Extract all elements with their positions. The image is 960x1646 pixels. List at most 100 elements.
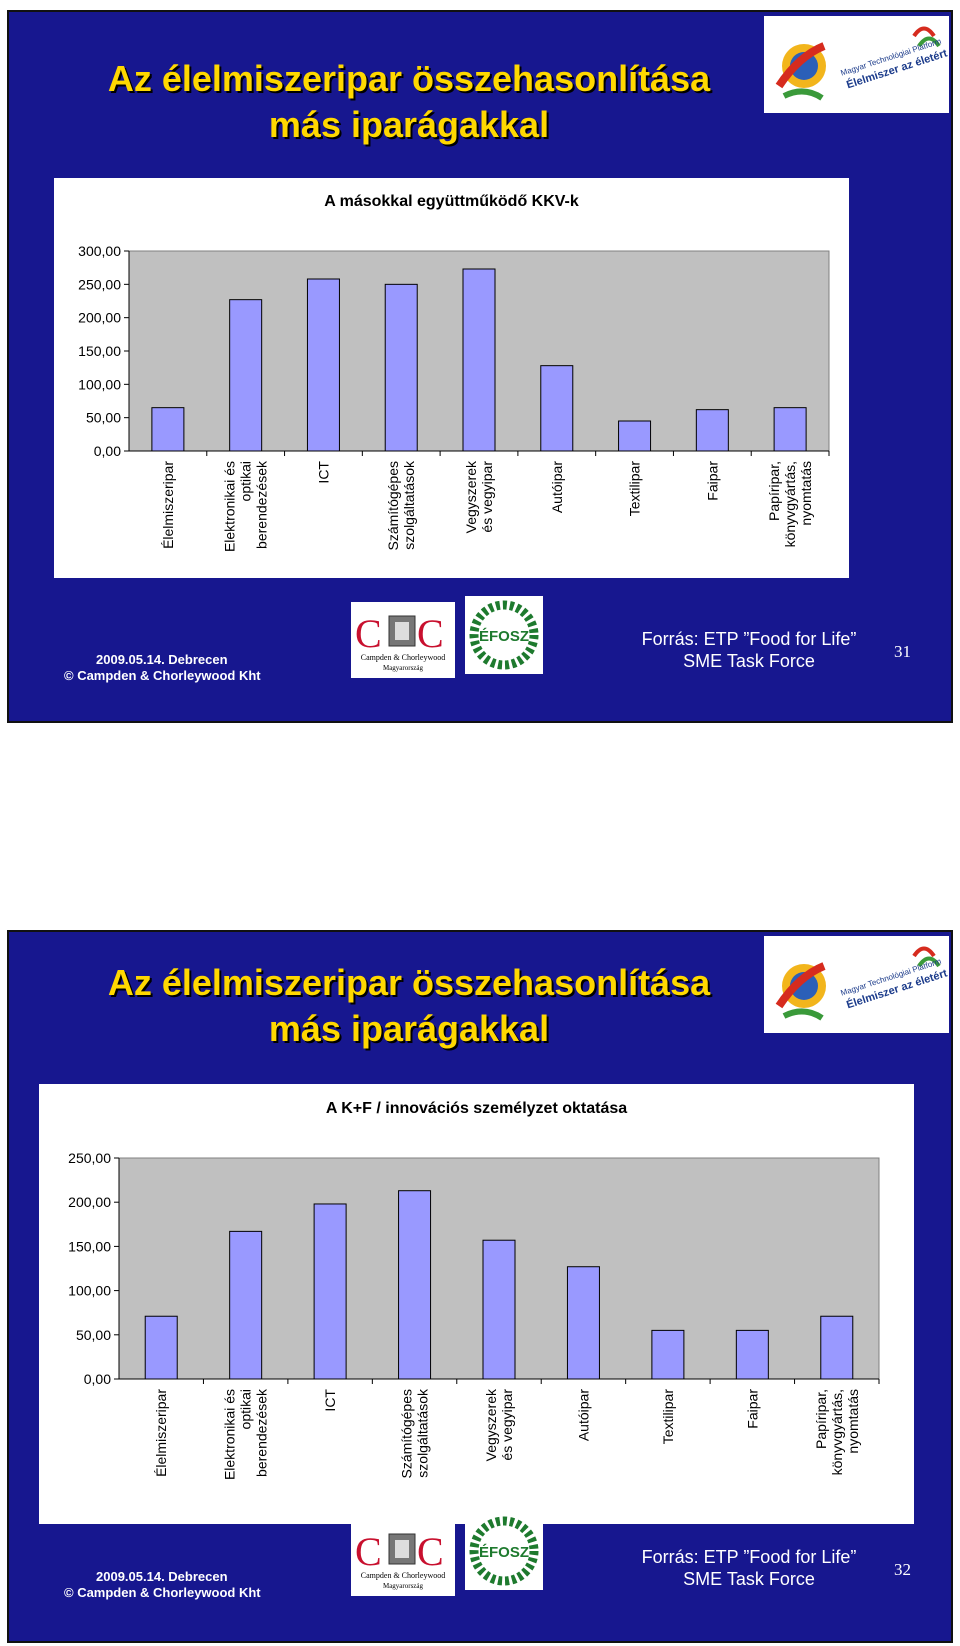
category-label-line: Papíripar, — [766, 461, 782, 521]
category-label-line: Elektronikai és — [222, 1389, 238, 1480]
bar-chart: 0,00 50,00 100,00 150,00 200,00 250,00 Élelmis… — [68, 1150, 880, 1480]
slide: Az élelmiszeripar összehasonlítása más i… — [7, 930, 953, 1643]
category-label-line: Autóipar — [549, 461, 565, 513]
chart-title: A K+F / innovációs személyzet oktatása — [325, 1100, 628, 1117]
footer-org-text: © Campden & Chorleywood Kht — [64, 1585, 261, 1600]
platform-logo: Magyar Technológiai Platform Élelmiszer … — [764, 16, 949, 113]
category-label: ICT — [315, 461, 331, 484]
svg-text:Magyarország: Magyarország — [383, 1582, 424, 1590]
y-tick-label: 100,00 — [68, 1283, 111, 1299]
category-label-line: Autóipar — [575, 1389, 591, 1441]
category-label-line: Vegyszerek — [463, 460, 479, 533]
y-tick-label: 100,00 — [78, 376, 121, 392]
efosz-logo: ÉFOSZ — [465, 1512, 543, 1590]
source-line: Forrás: ETP ”Food for Life” — [641, 1547, 857, 1567]
efosz-logo-icon: ÉFOSZ — [469, 600, 539, 670]
bar — [773, 407, 807, 452]
category-label-line: optikai — [238, 461, 254, 501]
efosz-logo: ÉFOSZ — [465, 596, 543, 674]
y-tick-label: 0,00 — [94, 443, 121, 459]
svg-text:C: C — [355, 1529, 382, 1574]
title-line: más iparágakkal — [268, 104, 550, 145]
title-line: más iparágakkal — [268, 1008, 550, 1049]
efosz-logo-icon: ÉFOSZ — [469, 1516, 539, 1586]
category-label: Elektronikai és optikai berendezések — [222, 460, 270, 552]
category-label-line: berendezések — [254, 1388, 270, 1477]
category-label: Élelmiszeripar — [153, 1389, 169, 1477]
y-tick-label: 250,00 — [68, 1150, 111, 1166]
chart-panel: A másokkal együttműködő KKV-k 0,00 50,00 1… — [54, 178, 849, 578]
category-label: Számítógépes szolgáltatások — [399, 1388, 431, 1478]
bar — [398, 1190, 432, 1380]
source-line: SME Task Force — [683, 1569, 815, 1589]
bar — [820, 1315, 854, 1380]
footer-org-text: © Campden & Chorleywood Kht — [64, 668, 261, 683]
y-tick-label: 150,00 — [68, 1238, 111, 1254]
ccfra-logo-icon: C C Campden & Chorleywood Magyarország — [355, 611, 445, 672]
source-line: Forrás: ETP ”Food for Life” — [641, 629, 857, 649]
category-label-line: Faipar — [744, 1389, 760, 1429]
ccfra-logo: C C Campden & Chorleywood Magyarország — [351, 1520, 455, 1596]
category-label-line: optikai — [238, 1389, 254, 1429]
chart-panel: A K+F / innovációs személyzet oktatása 0… — [39, 1084, 914, 1524]
ccfra-logo-icon: C C Campden & Chorleywood Magyarország — [355, 1529, 445, 1590]
bar — [229, 1230, 263, 1380]
category-label-line: szolgáltatások — [401, 460, 417, 550]
bar — [695, 409, 729, 452]
slide: Az élelmiszeripar összehasonlítása más i… — [7, 10, 953, 723]
y-tick-label: 0,00 — [84, 1371, 111, 1387]
category-label: Vegyszerek és vegyipar — [463, 460, 495, 533]
category-label-line: Textilipar — [627, 461, 643, 517]
y-tick-label: 50,00 — [76, 1327, 111, 1343]
bar — [735, 1329, 769, 1380]
svg-text:C: C — [417, 1529, 444, 1574]
bar — [651, 1329, 685, 1380]
footer-date-text: 2009.05.14. Debrecen — [96, 652, 228, 667]
category-label: Textilipar — [627, 461, 643, 517]
bar — [566, 1266, 600, 1380]
bar — [384, 283, 418, 452]
bar — [144, 1315, 178, 1380]
category-label-line: Textilipar — [660, 1389, 676, 1445]
slide-title: Az élelmiszeripar összehasonlítása más i… — [89, 56, 729, 148]
category-label-line: Faipar — [704, 461, 720, 501]
bar — [229, 299, 263, 452]
category-label: Faipar — [704, 461, 720, 501]
y-tick-label: 200,00 — [78, 310, 121, 326]
footer-date-text: 2009.05.14. Debrecen — [96, 1569, 228, 1584]
bar — [540, 365, 574, 452]
category-label-line: Élelmiszeripar — [160, 461, 176, 549]
category-label-line: és vegyipar — [479, 461, 495, 533]
y-tick-label: 50,00 — [86, 410, 121, 426]
footer-date: 2009.05.14. Debrecen © Campden & Chorley… — [64, 652, 261, 684]
footer-date: 2009.05.14. Debrecen © Campden & Chorley… — [64, 1569, 261, 1601]
category-label-line: könyvgyártás, — [829, 1389, 845, 1475]
platform-logo-icon: Magyar Technológiai Platform Élelmiszer … — [775, 26, 949, 101]
bar — [151, 407, 185, 452]
chart-title: A másokkal együttműködő KKV-k — [324, 193, 579, 210]
title-line: Az élelmiszeripar összehasonlítása — [107, 58, 711, 99]
title-line: Az élelmiszeripar összehasonlítása — [107, 962, 711, 1003]
category-label-line: szolgáltatások — [415, 1388, 431, 1478]
category-label: Faipar — [744, 1389, 760, 1429]
bar-chart: 0,00 50,00 100,00 150,00 200,00 250,00 300,00 É… — [78, 243, 830, 552]
category-label-line: Elektronikai és — [222, 461, 238, 552]
page-number: 31 — [894, 642, 911, 661]
category-label: Papíripar, könyvgyártás, nyomtatás — [766, 461, 814, 547]
y-tick-label: 150,00 — [78, 343, 121, 359]
svg-text:ÉFOSZ: ÉFOSZ — [479, 628, 529, 645]
ccfra-logo: C C Campden & Chorleywood Magyarország — [351, 602, 455, 678]
category-label-line: Vegyszerek — [483, 1388, 499, 1461]
category-label-line: Papíripar, — [813, 1389, 829, 1449]
category-label: Vegyszerek és vegyipar — [483, 1388, 515, 1461]
category-label-line: nyomtatás — [798, 461, 814, 526]
category-label: Papíripar, könyvgyártás, nyomtatás — [813, 1389, 861, 1475]
bar — [313, 1203, 347, 1380]
bar — [306, 278, 340, 452]
category-label: Textilipar — [660, 1389, 676, 1445]
svg-text:Campden & Chorleywood: Campden & Chorleywood — [361, 1571, 445, 1580]
category-label-line: ICT — [322, 1389, 338, 1412]
y-tick-label: 200,00 — [68, 1194, 111, 1210]
bar — [482, 1239, 516, 1380]
slide-title: Az élelmiszeripar összehasonlítása más i… — [89, 960, 729, 1052]
